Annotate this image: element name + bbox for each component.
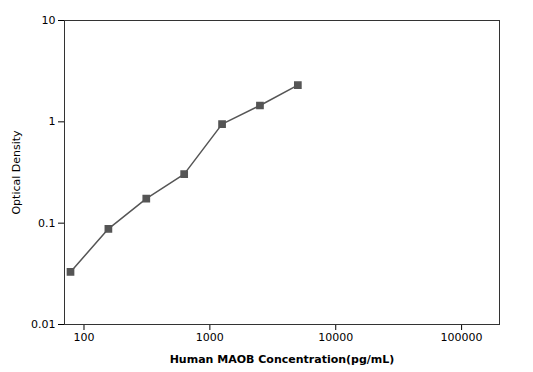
svg-text:100000: 100000: [441, 331, 483, 344]
svg-text:10: 10: [42, 14, 56, 27]
svg-text:10000: 10000: [318, 331, 353, 344]
svg-text:1000: 1000: [196, 331, 224, 344]
svg-text:Human MAOB Concentration(pg/mL: Human MAOB Concentration(pg/mL): [170, 353, 395, 366]
svg-text:100: 100: [73, 331, 94, 344]
svg-text:1: 1: [49, 115, 56, 128]
svg-text:0.1: 0.1: [38, 217, 56, 230]
svg-text:0.01: 0.01: [31, 318, 56, 331]
svg-text:Optical Density: Optical Density: [10, 130, 23, 215]
